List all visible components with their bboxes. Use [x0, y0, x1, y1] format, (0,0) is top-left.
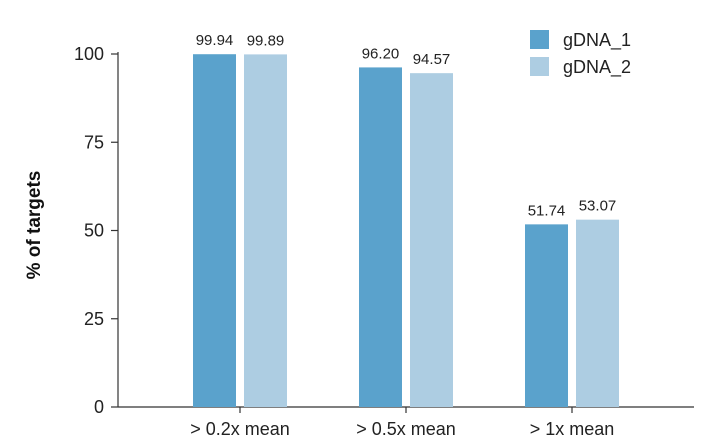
y-axis: 0 25 50 75 100	[74, 44, 119, 417]
x-tick-label: > 1x mean	[530, 419, 615, 439]
y-tick-label: 0	[94, 397, 104, 417]
bar-value-label: 96.20	[362, 45, 400, 62]
bar	[359, 67, 402, 407]
y-tick-label: 25	[84, 309, 104, 329]
y-tick-label: 100	[74, 44, 104, 64]
legend-swatch	[530, 57, 549, 76]
bars	[193, 54, 619, 408]
legend: gDNA_1 gDNA_2	[530, 30, 631, 78]
bar	[410, 73, 453, 407]
y-tick-label: 50	[84, 221, 104, 241]
bar-value-label: 53.07	[579, 198, 617, 215]
bar	[525, 224, 568, 407]
bar	[244, 54, 287, 407]
x-axis: > 0.2x mean > 0.5x mean > 1x mean	[118, 406, 694, 439]
y-axis-title: % of targets	[24, 171, 45, 280]
bar-value-label: 99.94	[196, 32, 234, 49]
bar-value-label: 51.74	[528, 202, 566, 219]
data-labels: 99.94 99.89 96.20 94.57 51.74 53.07	[196, 32, 617, 219]
legend-label: gDNA_2	[563, 57, 631, 78]
x-tick-label: > 0.2x mean	[190, 419, 290, 439]
y-tick-label: 75	[84, 132, 104, 152]
bar	[193, 54, 236, 408]
legend-label: gDNA_1	[563, 30, 631, 51]
bar-value-label: 94.57	[413, 51, 451, 68]
bar	[576, 219, 619, 407]
bar-value-label: 99.89	[247, 32, 285, 49]
legend-swatch	[530, 30, 549, 49]
x-tick-label: > 0.5x mean	[356, 419, 456, 439]
